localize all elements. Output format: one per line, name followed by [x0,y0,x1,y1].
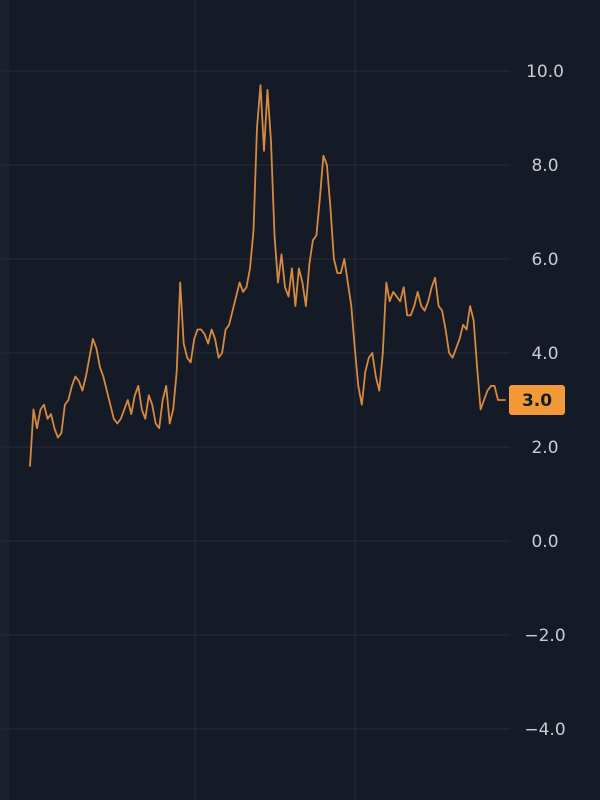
y-tick-label: −4.0 [524,720,565,740]
y-tick-label: 8.0 [531,156,558,176]
y-tick-label: 10.0 [526,62,564,82]
left-edge-strip [0,0,9,800]
y-tick-label: 6.0 [531,250,558,270]
series-line [29,84,506,467]
last-value-badge: 3.0 [509,385,565,415]
last-value-label: 3.0 [522,391,552,411]
y-tick-label: 2.0 [531,438,558,458]
y-tick-label: 0.0 [531,532,558,552]
y-tick-label: −2.0 [524,626,565,646]
y-tick-label: 4.0 [531,344,558,364]
last-value-badge-bg [509,385,565,415]
